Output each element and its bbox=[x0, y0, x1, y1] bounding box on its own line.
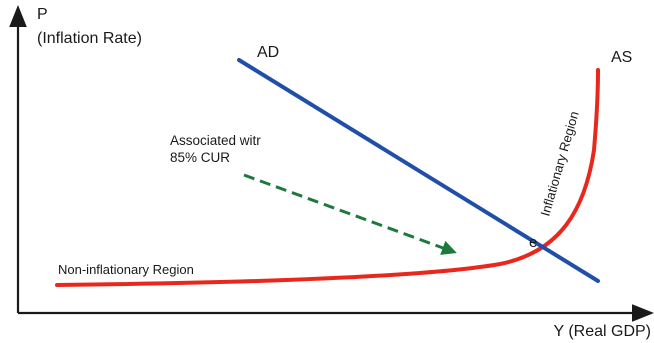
as-label: AS bbox=[611, 49, 632, 66]
as-curve bbox=[55, 68, 600, 287]
ad-curve bbox=[237, 58, 600, 283]
y-axis-symbol: P bbox=[37, 6, 48, 23]
equilibrium-label: e bbox=[529, 234, 537, 251]
associated-text-line2: 85% CUR bbox=[170, 150, 230, 165]
associated-text-line1: Associated witr bbox=[170, 133, 261, 148]
non-inflationary-region-label: Non-inflationary Region bbox=[58, 262, 194, 277]
inflationary-region-label: Inflationary Region bbox=[537, 109, 581, 217]
ad-label: AD bbox=[257, 44, 279, 61]
dashed-arrow bbox=[243, 173, 457, 255]
x-axis-label: Y (Real GDP) bbox=[553, 323, 651, 340]
y-axis-label: (Inflation Rate) bbox=[37, 30, 142, 47]
